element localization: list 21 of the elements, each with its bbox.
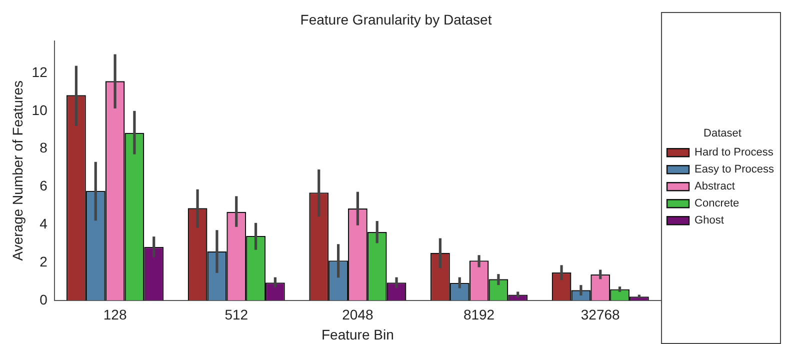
x-tick-label: 2048 <box>342 306 374 323</box>
y-tick-label: 12 <box>32 64 48 80</box>
legend-label: Ghost <box>694 214 724 227</box>
y-axis-title: Average Number of Features <box>9 80 26 261</box>
y-tick-label: 10 <box>32 102 48 118</box>
legend-label: Hard to Process <box>694 146 774 159</box>
x-tick-label: 128 <box>103 306 127 323</box>
x-tick-label: 512 <box>224 306 248 323</box>
y-tick-label: 2 <box>40 253 48 270</box>
x-tick-label: 32768 <box>580 306 620 323</box>
y-tick-label: 0 <box>40 291 48 308</box>
y-tick-label: 6 <box>40 178 48 194</box>
y-tick-label: 8 <box>40 140 48 156</box>
legend-label: Abstract <box>694 180 735 193</box>
x-axis-title: Feature Bin <box>322 326 394 342</box>
legend-label: Easy to Process <box>694 164 774 176</box>
x-tick-label: 8192 <box>463 306 495 323</box>
chart-title: Feature Granularity by Dataset <box>300 11 492 28</box>
legend-title: Dataset <box>704 127 742 140</box>
legend-label: Concrete <box>694 198 740 210</box>
y-tick-label: 4 <box>40 215 48 232</box>
